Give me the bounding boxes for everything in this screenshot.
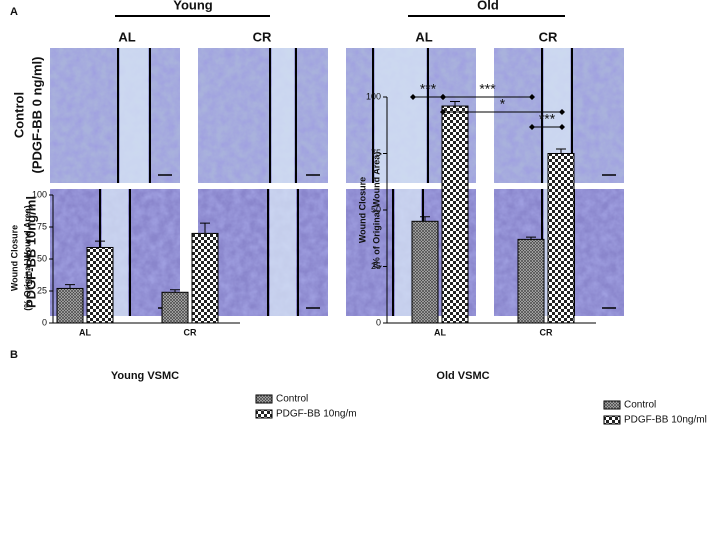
column-label: CR [539,29,558,44]
significance-label: *** [420,81,437,97]
group-label: Old [477,0,499,12]
y-tick-label: 75 [371,148,381,158]
bar [547,153,575,324]
y-tick-label: 0 [376,317,381,327]
legend-label: PDGF-BB 10ng/ml [624,415,707,426]
error-bar [95,240,105,248]
error-bar [450,101,460,107]
chart-title: Old VSMC [436,370,489,382]
legend-label: PDGF-BB 10ng/m [276,409,357,420]
y-tick-label: 75 [37,221,47,231]
error-bar [420,216,430,222]
column-label: CR [253,29,272,44]
bar [86,246,114,324]
column-label: AL [415,29,432,44]
bracket-end [440,109,446,115]
wound-gap [120,48,148,183]
error-bar [556,148,566,154]
bar [517,238,545,324]
bar [191,232,219,324]
y-tick-label: 50 [37,253,47,263]
significance-label: *** [539,111,556,127]
legend-swatch [603,415,621,425]
y-tick-label: 25 [37,285,47,295]
error-bar [526,236,536,240]
bar [441,105,469,324]
bar [161,291,189,324]
column-label: AL [118,29,135,44]
y-tick-label: 100 [366,91,381,101]
y-tick-label: 100 [32,189,47,199]
y-axis-label: (% Original Wound Area) [22,205,32,311]
panel-label: B [10,349,18,361]
legend-swatch [255,394,273,404]
bracket-end [410,94,416,100]
legend-swatch [603,400,621,410]
bracket-end [559,109,565,115]
y-tick-label: 0 [42,317,47,327]
y-tick-label: 50 [371,204,381,214]
significance-label: * [500,96,506,112]
x-tick-label: CR [540,327,553,337]
cell-texture [198,48,328,183]
cell-texture [198,189,328,316]
bar [56,287,84,324]
legend-label: Control [624,400,656,411]
wound-gap [270,189,296,316]
bracket-end [529,124,535,130]
y-tick-label: 25 [371,261,381,271]
error-bar [65,284,75,289]
bar [411,220,439,324]
y-axis-label: Wound Closure [9,225,19,291]
error-bar [200,222,210,234]
row-label: Control [11,92,26,138]
chart-title: Young VSMC [111,370,179,382]
wound-gap [272,48,294,183]
group-label: Young [173,0,213,12]
y-axis-label: Wound Closure [357,177,367,243]
significance-label: *** [479,81,496,97]
bracket-end [440,94,446,100]
wound-gap [375,48,426,183]
legend-label: Control [276,394,308,405]
bracket-end [559,124,565,130]
row-label: PDGF-BB 10ng/ml [23,196,38,308]
cell-texture [50,48,180,183]
row-label: (PDGF-BB 0 ng/ml) [29,57,44,174]
bracket-end [529,94,535,100]
x-tick-label: AL [79,327,91,337]
x-tick-label: AL [434,327,446,337]
x-tick-label: CR [184,327,197,337]
panel-label: A [10,6,18,18]
y-axis-label: (% of Original Wound Area) [371,152,381,269]
error-bar [170,289,180,293]
legend-swatch [255,409,273,419]
